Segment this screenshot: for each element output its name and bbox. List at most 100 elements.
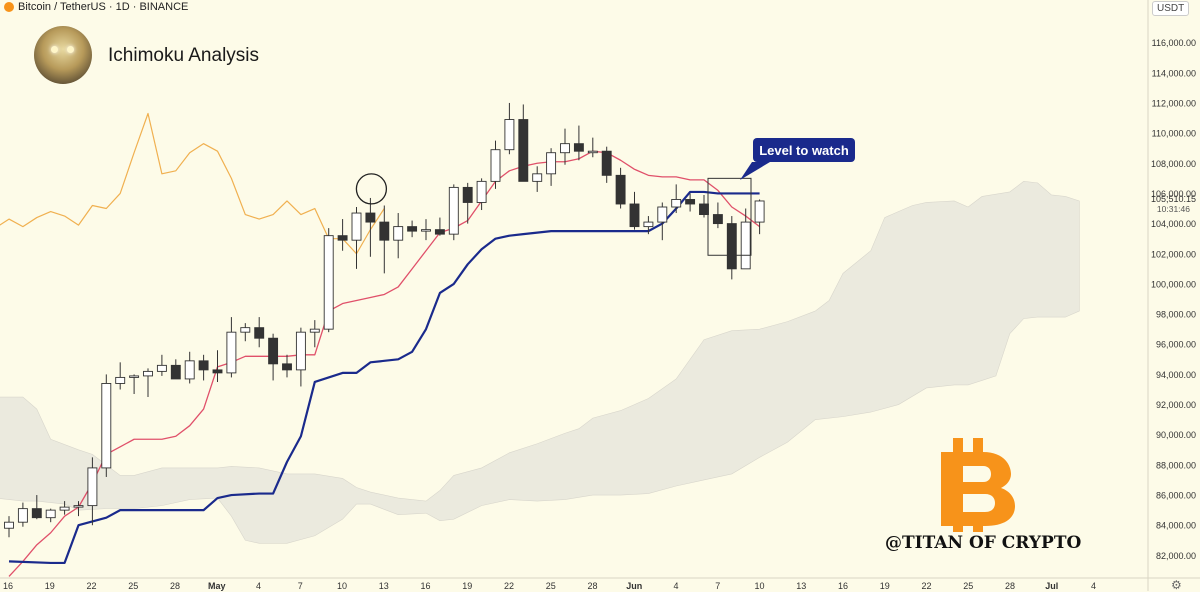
candle (407, 226, 418, 232)
candle (490, 149, 501, 182)
candle (560, 143, 570, 154)
avatar (34, 26, 92, 84)
candle (643, 221, 654, 228)
settings-gear-icon[interactable]: ⚙ (1171, 578, 1182, 592)
candle (365, 212, 376, 223)
candle (73, 505, 84, 508)
candle (115, 376, 126, 384)
candle (212, 369, 223, 374)
x-tick-label: May (208, 581, 226, 591)
candle (532, 173, 543, 182)
candle (518, 119, 529, 182)
candle (254, 327, 265, 339)
candle (546, 152, 557, 175)
candle (476, 180, 487, 203)
x-tick-label: 4 (256, 581, 261, 591)
x-tick-label: 4 (673, 581, 678, 591)
y-tick-label: 94,000.00 (1156, 370, 1196, 380)
y-tick-label: 112,000.00 (1152, 98, 1196, 108)
candle (323, 235, 334, 330)
candle (740, 221, 751, 270)
candle (573, 143, 584, 152)
candle (504, 119, 515, 151)
price-axis-panel (1148, 0, 1200, 578)
countdown-label: 10:31:46 (1157, 204, 1190, 214)
candle (101, 383, 112, 469)
candle (4, 521, 14, 529)
candle (629, 203, 640, 228)
x-tick-label: 7 (715, 581, 720, 591)
candle (726, 223, 737, 270)
x-tick-label: 10 (337, 581, 347, 591)
x-tick-label: Jul (1045, 581, 1058, 591)
candle (379, 221, 390, 241)
candle (601, 150, 612, 176)
candle (198, 360, 209, 371)
chart-header: Bitcoin / TetherUS · 1D · BINANCE (4, 1, 188, 13)
base-line (8, 190, 760, 565)
y-tick-label: 96,000.00 (1156, 340, 1196, 350)
avatar-eye-left (51, 46, 58, 53)
x-tick-label: 25 (128, 581, 138, 591)
x-tick-label: 19 (462, 581, 472, 591)
y-tick-label: 106,000.00 (1151, 189, 1196, 199)
y-tick-label: 82,000.00 (1156, 551, 1196, 561)
watermark: @TITAN OF CRYPTO (885, 533, 1082, 553)
x-tick-label: 25 (963, 581, 973, 591)
candle (351, 212, 362, 241)
candle (434, 229, 445, 235)
x-tick-label: 13 (796, 581, 806, 591)
x-tick-label: 13 (379, 581, 389, 591)
candle (754, 200, 765, 223)
x-tick-label: 22 (504, 581, 514, 591)
candle (282, 363, 292, 371)
candle (657, 206, 668, 223)
candle (59, 506, 70, 511)
avatar-eye-right (67, 46, 74, 53)
x-tick-label: 4 (1091, 581, 1096, 591)
y-tick-label: 92,000.00 (1156, 400, 1196, 410)
last-price-label: 105,510.15 (1151, 194, 1196, 204)
y-tick-label: 100,000.00 (1151, 279, 1196, 289)
candle (615, 174, 626, 205)
y-tick-label: 102,000.00 (1151, 249, 1196, 259)
page-title: Ichimoku Analysis (108, 45, 260, 66)
lagging-span-line (0, 112, 385, 255)
x-tick-label: 22 (86, 581, 96, 591)
candle (156, 364, 167, 372)
callout-pointer (740, 162, 770, 180)
y-tick-label: 108,000.00 (1151, 159, 1196, 169)
x-tick-label: 22 (921, 581, 931, 591)
candle (712, 214, 723, 225)
candle (87, 467, 98, 507)
x-tick-label: 10 (754, 581, 764, 591)
bitcoin-logo-icon (941, 438, 1015, 532)
candle (226, 331, 237, 374)
candle (268, 337, 279, 365)
y-tick-label: 110,000.00 (1152, 129, 1196, 139)
candle (31, 508, 42, 519)
y-tick-label: 116,000.00 (1152, 38, 1196, 48)
candle (337, 235, 348, 241)
candle (699, 203, 709, 215)
x-tick-label: Jun (626, 581, 642, 591)
x-tick-label: 16 (838, 581, 848, 591)
y-tick-label: 88,000.00 (1156, 460, 1196, 470)
x-tick-label: 28 (1005, 581, 1015, 591)
x-tick-label: 28 (587, 581, 597, 591)
candle (143, 370, 153, 377)
candle (170, 364, 181, 380)
y-tick-label: 84,000.00 (1156, 521, 1196, 531)
x-tick-label: 16 (420, 581, 430, 591)
bitcoin-icon (4, 2, 14, 12)
candle (184, 360, 195, 380)
candle (45, 509, 56, 519)
x-tick-label: 19 (45, 581, 55, 591)
candle (671, 199, 682, 208)
candle (685, 199, 696, 205)
candle (393, 226, 404, 241)
x-tick-label: 7 (298, 581, 303, 591)
y-tick-label: 114,000.00 (1152, 68, 1196, 78)
currency-label[interactable]: USDT (1152, 1, 1190, 16)
